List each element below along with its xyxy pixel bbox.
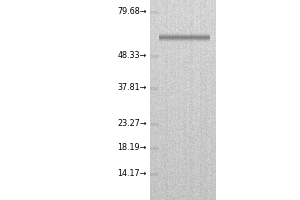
Text: 79.68→: 79.68→ — [118, 7, 147, 17]
Text: 18.19→: 18.19→ — [118, 144, 147, 152]
Text: 23.27→: 23.27→ — [117, 119, 147, 129]
Text: 37.81→: 37.81→ — [118, 84, 147, 92]
Text: 14.17→: 14.17→ — [118, 170, 147, 178]
Text: 48.33→: 48.33→ — [118, 51, 147, 60]
